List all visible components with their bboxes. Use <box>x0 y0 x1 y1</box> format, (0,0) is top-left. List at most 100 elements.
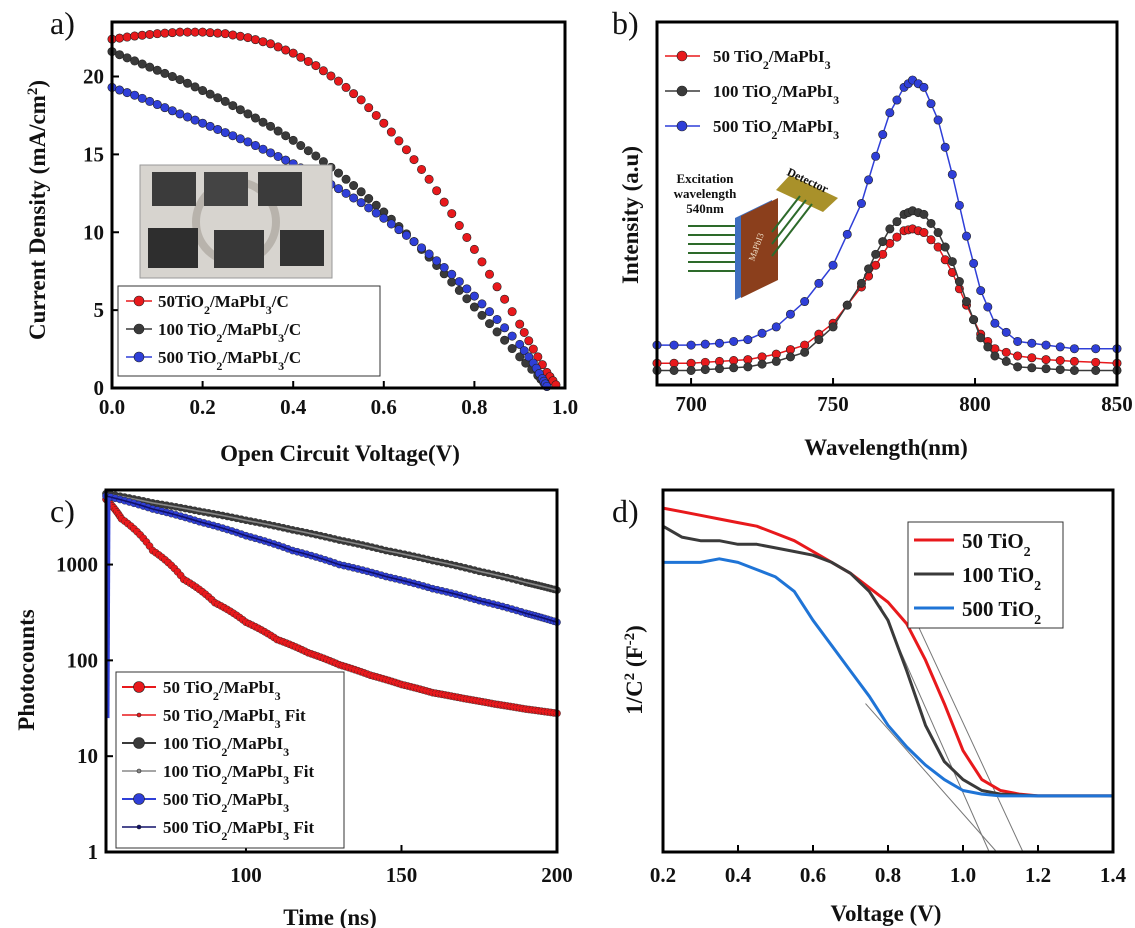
panel-b-point-1-9 <box>786 353 794 361</box>
panel-a-point-1-20 <box>259 118 267 126</box>
panel-a-point-0-22 <box>274 43 282 51</box>
panel-c-legend-marker-2 <box>134 738 145 749</box>
panel-b-point-0-19 <box>893 233 901 241</box>
panel-a-point-1-12 <box>198 86 206 94</box>
panel-a-point-0-52 <box>500 295 508 303</box>
panel-a-point-1-34 <box>365 194 373 202</box>
panel-a-point-2-43 <box>432 257 440 265</box>
panel-a-point-2-33 <box>357 198 365 206</box>
panel-a-point-2-47 <box>463 285 471 293</box>
panel-a-point-0-20 <box>259 38 267 46</box>
panel-b-point-1-27 <box>941 243 949 251</box>
panel-a-point-1-19 <box>251 114 259 122</box>
panel-a-point-1-30 <box>334 169 342 177</box>
panel-a-point-2-14 <box>214 125 222 133</box>
panel-b-legend-marker-2 <box>677 121 687 131</box>
panel-b-point-0-35 <box>1002 348 1010 356</box>
panel-a-point-0-6 <box>153 29 161 37</box>
panel-b-xlabel: Wavelength(nm) <box>804 435 968 460</box>
panel-a-point-0-25 <box>297 53 305 61</box>
panel-b-point-1-13 <box>843 301 851 309</box>
panel-a-point-0-26 <box>304 57 312 65</box>
panel-a-point-2-36 <box>380 214 388 222</box>
panel-b-point-1-41 <box>1092 366 1100 374</box>
panel-a-xtick-label-1: 0.2 <box>189 395 215 419</box>
panel-c-xtick-label-2: 200 <box>541 863 573 887</box>
panel-b-point-1-38 <box>1042 364 1050 372</box>
panel-a-point-0-35 <box>372 111 380 119</box>
panel-a-point-2-44 <box>440 263 448 271</box>
panel-a-point-1-48 <box>470 303 478 311</box>
panel-c-rise-edge <box>108 498 109 718</box>
panel-b-point-1-8 <box>772 357 780 365</box>
panel-b-point-1-34 <box>991 352 999 360</box>
panel-b-legend-label-1: 100 TiO2/MaPbI3 <box>713 82 839 107</box>
panel-a-point-1-21 <box>266 122 274 130</box>
panel-b-point-2-7 <box>758 329 766 337</box>
panel-b-point-2-32 <box>977 286 985 294</box>
panel-a-point-2-3 <box>130 91 138 99</box>
panel-b-point-0-25 <box>927 236 935 244</box>
panel-a-point-0-32 <box>349 89 357 97</box>
panel-a-point-0-13 <box>206 28 214 36</box>
panel-a-point-0-18 <box>244 33 252 41</box>
panel-a-point-2-38 <box>395 225 403 233</box>
panel-b-inset-diagram: MaPbI3 Detector Excitation wavelength 54… <box>674 165 838 300</box>
panel-b-point-1-40 <box>1070 366 1078 374</box>
panel-b-point-2-24 <box>920 83 928 91</box>
panel-c-legend-marker-5 <box>137 825 141 829</box>
panel-b-point-0-37 <box>1028 354 1036 362</box>
panel-b-inset-excitation-line3: 540nm <box>686 201 724 216</box>
panel-b-point-1-30 <box>962 297 970 305</box>
panel-a-point-1-10 <box>183 79 191 87</box>
panel-b-point-2-5 <box>729 337 737 345</box>
panel-a-point-0-37 <box>387 128 395 136</box>
panel-a-point-1-1 <box>115 51 123 59</box>
panel-a-point-1-25 <box>297 141 305 149</box>
panel-a-point-0-49 <box>478 258 486 266</box>
panel-b-point-2-2 <box>687 341 695 349</box>
panel-b-point-1-33 <box>984 343 992 351</box>
panel-a-point-1-6 <box>153 66 161 74</box>
panel-b-point-1-19 <box>893 217 901 225</box>
panel-b-point-2-16 <box>871 152 879 160</box>
panel-a-point-0-4 <box>138 31 146 39</box>
panel-a-point-1-9 <box>176 75 184 83</box>
panel-a-point-1-35 <box>372 201 380 209</box>
panel-b-point-1-35 <box>1002 357 1010 365</box>
panel-a-xlabel: Open Circuit Voltage(V) <box>220 441 460 466</box>
panel-a-point-0-27 <box>312 61 320 69</box>
panel-a-point-2-49 <box>478 300 486 308</box>
panel-a-point-2-15 <box>221 128 229 136</box>
panel-b-legend-marker-1 <box>677 86 687 96</box>
panel-a-point-2-45 <box>448 270 456 278</box>
panel-a-point-2-39 <box>402 231 410 239</box>
panel-a-point-2-17 <box>236 135 244 143</box>
panel-a-point-0-46 <box>455 221 463 229</box>
panel-c-ytick-label-3: 1000 <box>56 553 98 577</box>
panel-a-point-0-54 <box>516 320 524 328</box>
panel-b-point-0-40 <box>1070 357 1078 365</box>
panel-a-xtick-label-2: 0.4 <box>280 395 307 419</box>
panel-b-point-1-3 <box>701 365 709 373</box>
panel-a-legend-marker-0 <box>134 296 144 306</box>
panel-b-point-2-34 <box>991 319 999 327</box>
panel-a-point-2-2 <box>123 88 131 96</box>
panel-a-point-1-51 <box>493 328 501 336</box>
panel-a-point-0-29 <box>327 72 335 80</box>
panel-b-point-2-12 <box>829 261 837 269</box>
panel-a-point-0-21 <box>266 40 274 48</box>
panel-b-plot-area: 700 750 800 85050 TiO2/MaPbI3100 TiO2/MaPbI… <box>653 22 1133 416</box>
panel-b-point-2-3 <box>701 340 709 348</box>
panel-b-point-1-31 <box>969 315 977 323</box>
panel-c-ytick-label-2: 100 <box>67 648 99 672</box>
panel-a-legend-marker-1 <box>134 324 144 334</box>
panel-a-point-1-50 <box>485 319 493 327</box>
panel-a-point-0-17 <box>236 32 244 40</box>
panel-a-point-2-50 <box>485 307 493 315</box>
panel-a-point-1-52 <box>500 336 508 344</box>
panel-b-frame <box>657 22 1117 385</box>
panel-a-point-1-7 <box>161 69 169 77</box>
panel-a-ytick-label-2: 10 <box>83 220 104 244</box>
panel-c-legend-marker-4 <box>134 794 145 805</box>
